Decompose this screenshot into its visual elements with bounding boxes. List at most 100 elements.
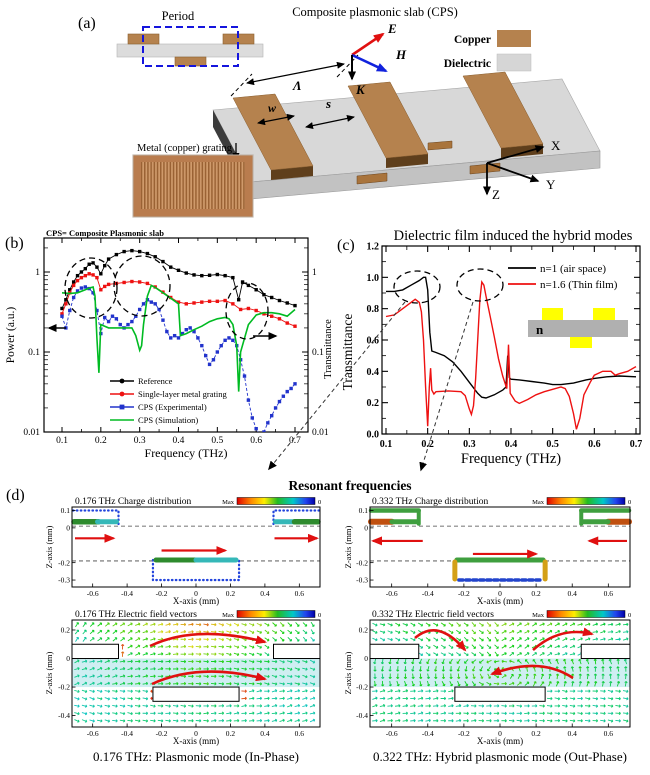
colorbar-gradient: [546, 497, 626, 505]
field-arrow: [622, 711, 629, 716]
series-marker: [184, 271, 188, 275]
field-arrow: [301, 628, 309, 635]
field-arrow: [614, 688, 622, 694]
field-arrow: [111, 711, 119, 716]
legend-label: n=1 (air space): [540, 263, 606, 275]
panel-c-title: Dielectric film induced the hybrid modes: [394, 228, 633, 244]
field-arrow: [607, 711, 614, 716]
series-marker: [262, 293, 266, 297]
panel-d-label: (d): [6, 487, 25, 504]
field-arrow: [309, 628, 316, 636]
field-arrow: [470, 621, 477, 628]
field-arrow: [233, 704, 240, 708]
field-arrow: [508, 636, 515, 643]
field-arrow: [96, 636, 104, 643]
field-arrow: [172, 644, 179, 649]
dielectric-swatch: [496, 53, 532, 72]
series-marker: [262, 312, 266, 316]
y-tick-label: 0.01: [23, 428, 40, 438]
field-arrow: [96, 628, 103, 636]
field-arrow: [614, 622, 622, 628]
z-tick-label: -0.2: [356, 558, 368, 567]
series-marker: [203, 353, 208, 358]
field-arrow: [477, 621, 485, 628]
field-arrow: [293, 628, 301, 635]
plot-frame: [43, 237, 309, 433]
copper-swatch: [497, 30, 531, 47]
series-marker: [126, 322, 130, 327]
field-arrow: [561, 718, 569, 723]
x-tick-label: 0.6: [604, 589, 614, 598]
grating-photo: [132, 154, 254, 218]
field-arrow: [576, 718, 584, 723]
field-arrow: [622, 688, 629, 694]
period-dashed-box: [142, 26, 239, 67]
field-arrow: [149, 703, 157, 709]
field-arrow: [546, 629, 554, 635]
x-tick-label: 0: [194, 729, 198, 738]
field-arrow: [218, 703, 225, 708]
field-arrow: [278, 621, 286, 628]
legend-label: n=1.6 (Thin film): [540, 279, 618, 291]
z-tick-label: -0.4: [356, 711, 368, 720]
series-marker: [184, 327, 188, 332]
field-arrow: [531, 711, 538, 716]
field-arrow: [240, 703, 248, 709]
field-arrow: [233, 651, 240, 657]
field-arrow: [81, 717, 88, 724]
field-arrow: [210, 622, 217, 627]
field-arrow: [424, 689, 432, 694]
series-marker: [223, 273, 227, 278]
series-line-3: [61, 284, 296, 392]
field-arrow: [531, 621, 538, 628]
field-arrow: [554, 718, 561, 723]
field-arrow: [210, 652, 217, 657]
series-marker: [122, 280, 126, 285]
inset-copper-bottom: [570, 337, 592, 348]
x-tick-label: -0.2: [458, 589, 470, 598]
field-arrow: [447, 711, 454, 716]
field-arrow: [584, 703, 591, 708]
field-arrow: [462, 703, 470, 709]
field-arrow: [96, 710, 103, 716]
x-tick-label: 0.6: [295, 589, 305, 598]
field-arrow: [485, 621, 493, 628]
field-arrow: [592, 689, 599, 693]
colorbar-max-label: Max: [222, 612, 235, 619]
field-arrow: [485, 628, 493, 636]
field-arrow: [73, 695, 81, 702]
caption-right: 0.322 THz: Hybrid plasmonic mode (Out-Ph…: [373, 749, 627, 764]
field-arrow: [172, 711, 179, 716]
field-arrow: [73, 621, 80, 629]
field-arrow: [271, 621, 278, 628]
inset-n-label: n: [536, 322, 544, 337]
field-arrow: [111, 621, 119, 628]
field-arrow: [134, 651, 142, 658]
colorbar-zero-label: 0: [318, 612, 321, 619]
field-arrow: [286, 696, 293, 702]
field-arrow: [255, 710, 263, 716]
e-vector-label: E⃗: [387, 21, 407, 36]
field-arrow: [180, 637, 187, 642]
field-arrow: [301, 718, 309, 724]
panel-a: (a) Period Composite plasmonic slab (CPS…: [78, 5, 601, 218]
field-arrow: [409, 718, 417, 723]
field-arrow: [263, 643, 271, 650]
z-tick-label: -0.4: [58, 711, 70, 720]
series-marker: [106, 282, 111, 287]
field-arrow: [538, 629, 546, 635]
field-arrow: [103, 621, 111, 628]
field-arrow: [293, 718, 301, 724]
series-marker: [269, 314, 274, 318]
field-arrow: [439, 703, 447, 709]
series-marker: [103, 263, 107, 268]
series-marker: [130, 319, 134, 324]
y-tick-label: 0.0: [367, 430, 380, 441]
field-arrow: [607, 636, 614, 642]
field-arrow: [379, 718, 386, 724]
field-arrow: [141, 629, 149, 635]
field-arrow: [81, 695, 88, 702]
field-arrow: [515, 651, 523, 658]
series-line-0: [386, 276, 637, 399]
